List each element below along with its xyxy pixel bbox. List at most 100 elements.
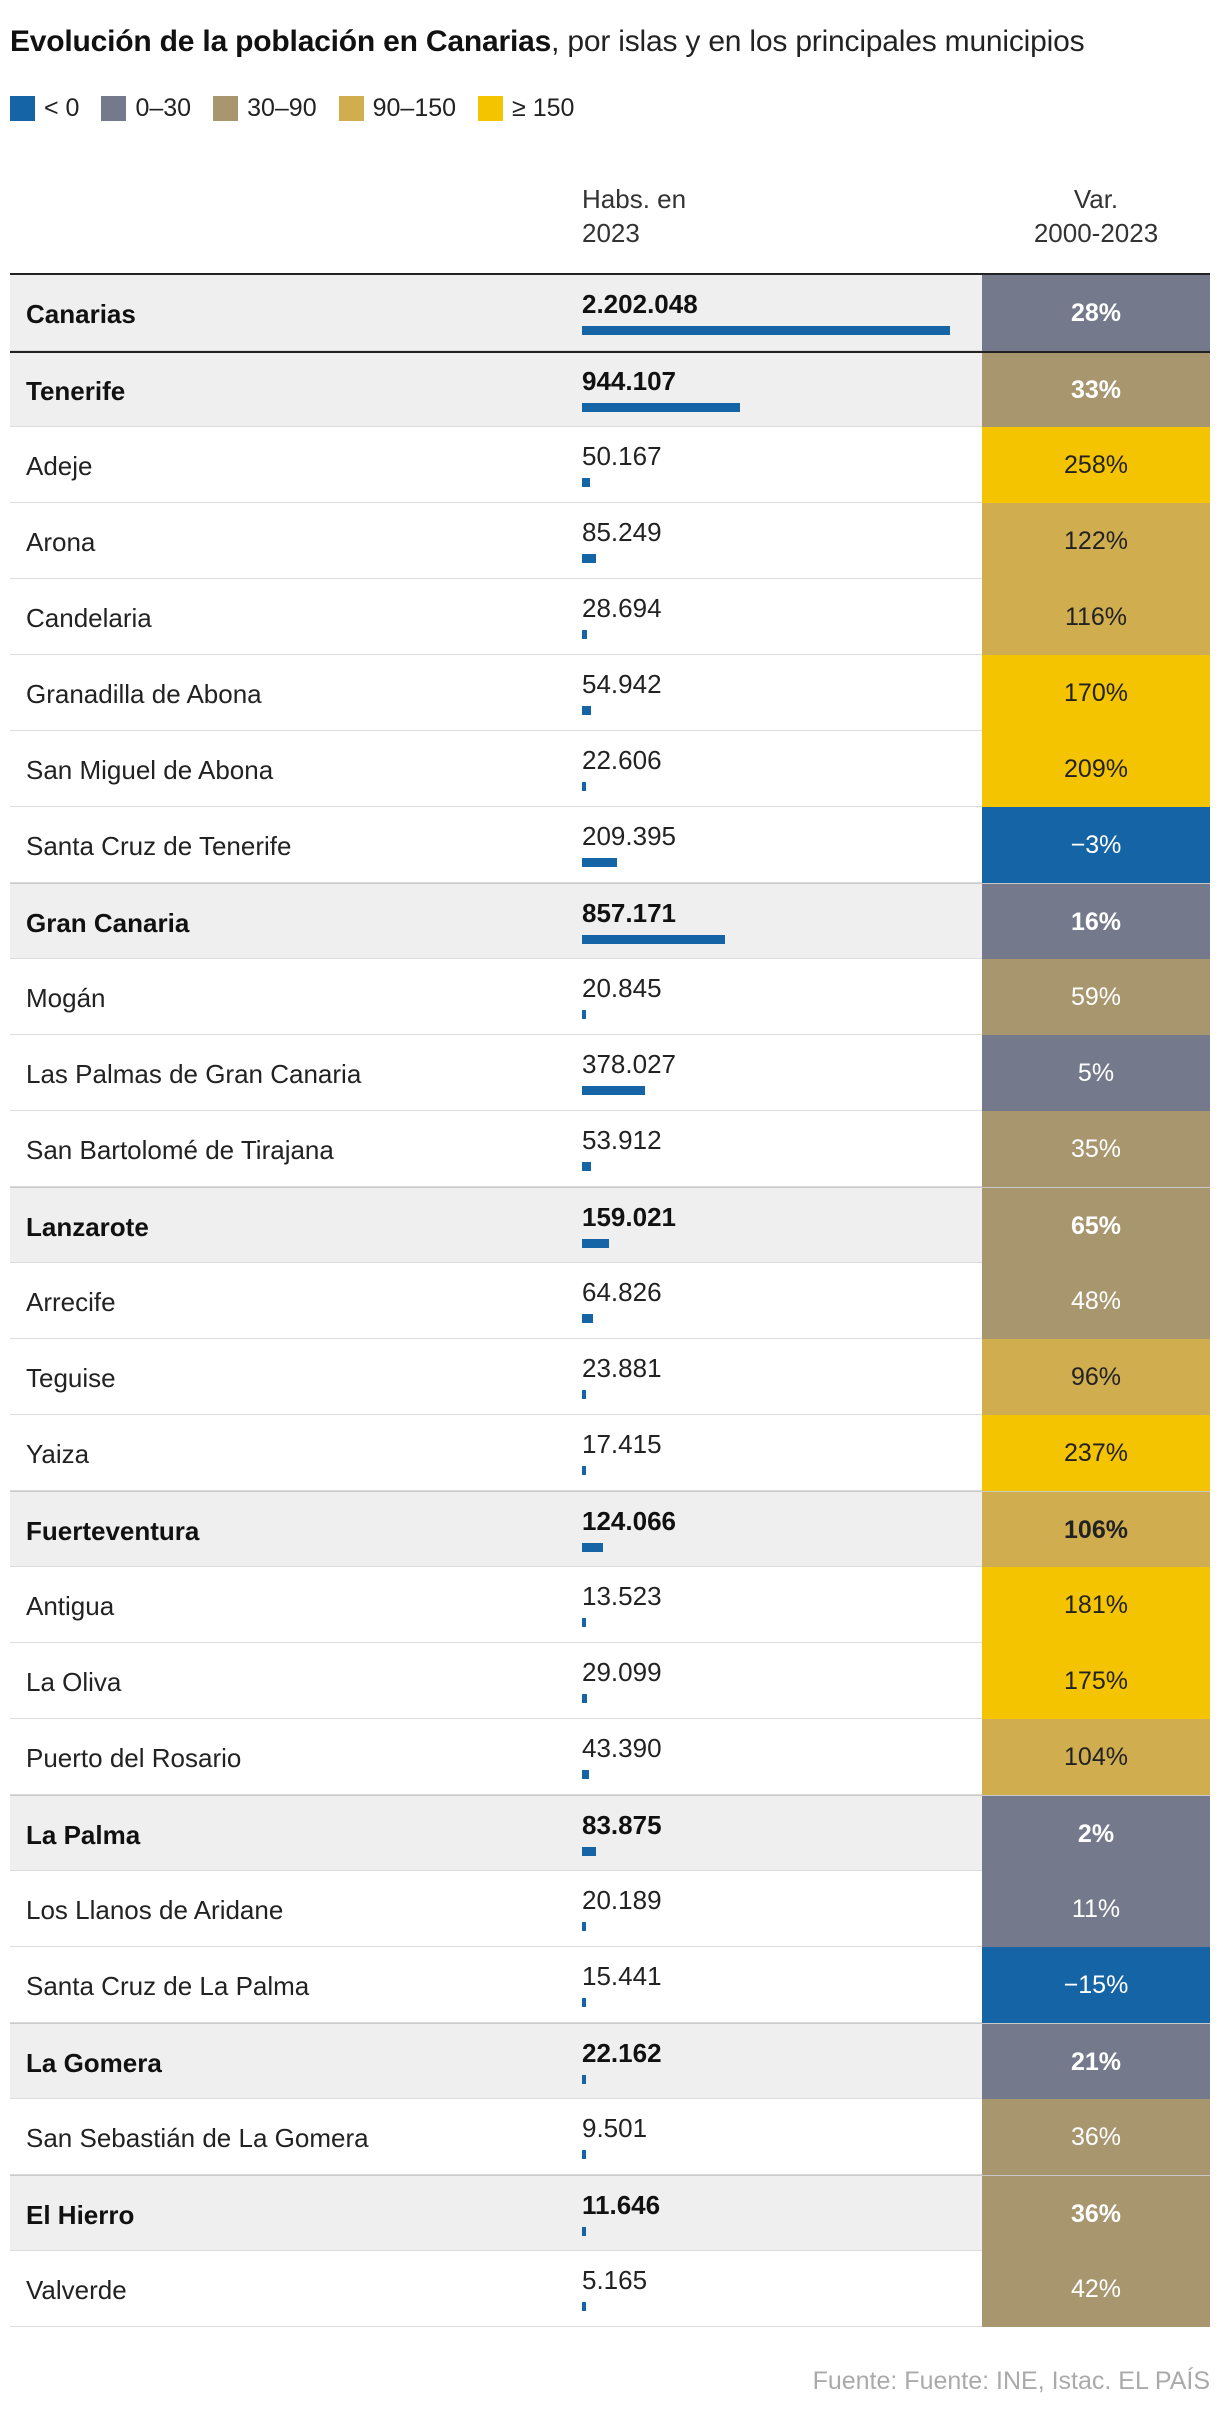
row-name: Canarias [26, 299, 136, 329]
row-name: Valverde [26, 2275, 127, 2305]
row-value-label: 5.165 [582, 2265, 648, 2295]
row-name: Los Llanos de Aridane [26, 1895, 284, 1925]
row-name: Adeje [26, 451, 93, 481]
variation-cell: −3% [982, 807, 1210, 883]
table-row: Santa Cruz de Tenerife 209.395 −3% [10, 807, 1210, 883]
population-bar [582, 2075, 586, 2084]
population-bar [582, 935, 726, 944]
row-name: Antigua [26, 1591, 115, 1621]
legend-label: 90–150 [372, 93, 457, 122]
population-bar [582, 2227, 586, 2236]
row-value-label: 2.202.048 [582, 289, 698, 319]
table-row: Los Llanos de Aridane 20.189 11% [10, 1871, 1210, 1947]
row-value-label: 23.881 [582, 1353, 662, 1383]
row-value-label: 209.395 [582, 821, 676, 851]
column-header-var-line1: Var. [1073, 184, 1119, 214]
table-row: Lanzarote 159.021 65% [10, 1187, 1210, 1264]
variation-cell: 237% [982, 1415, 1210, 1491]
variation-cell: 181% [982, 1567, 1210, 1643]
row-name: Tenerife [26, 376, 126, 406]
column-header-habs: Habs. en 2023 [582, 182, 802, 250]
table-row: Fuerteventura 124.066 106% [10, 1491, 1210, 1568]
row-value-label: 85.249 [582, 517, 662, 547]
population-bar [582, 2302, 586, 2311]
table-row: Arona 85.249 122% [10, 503, 1210, 579]
row-name: Mogán [26, 983, 106, 1013]
population-bar [582, 1010, 586, 1019]
population-bar [582, 554, 597, 563]
legend-label: 30–90 [247, 93, 317, 122]
row-name: Puerto del Rosario [26, 1743, 242, 1773]
row-name: La Palma [26, 1820, 141, 1850]
table-row: Adeje 50.167 258% [10, 427, 1210, 503]
population-bar [582, 1543, 603, 1552]
population-bar [582, 1390, 586, 1399]
variation-cell: 104% [982, 1719, 1210, 1795]
title-subtitle: , por islas y en los principales municip… [551, 25, 1085, 58]
table-row: Gran Canaria 857.171 16% [10, 883, 1210, 960]
variation-cell: 11% [982, 1871, 1210, 1947]
population-bar [582, 1314, 593, 1323]
row-name: San Sebastián de La Gomera [26, 2123, 369, 2153]
variation-cell: 65% [982, 1188, 1210, 1264]
table-row: La Palma 83.875 2% [10, 1795, 1210, 1872]
variation-cell: 28% [982, 275, 1210, 351]
variation-cell: −15% [982, 1947, 1210, 2023]
table-row: El Hierro 11.646 36% [10, 2175, 1210, 2252]
row-value-label: 857.171 [582, 898, 676, 928]
row-value-label: 50.167 [582, 441, 662, 471]
row-name: Las Palmas de Gran Canaria [26, 1059, 362, 1089]
legend-swatch [213, 95, 239, 121]
table-row: Mogán 20.845 59% [10, 959, 1210, 1035]
table-row: Yaiza 17.415 237% [10, 1415, 1210, 1491]
row-name: San Bartolomé de Tirajana [26, 1135, 334, 1165]
variation-cell: 175% [982, 1643, 1210, 1719]
table-row: Candelaria 28.694 116% [10, 579, 1210, 655]
row-value-label: 54.942 [582, 669, 662, 699]
population-bar [582, 1694, 587, 1703]
row-value-label: 9.501 [582, 2113, 648, 2143]
table-row: Arrecife 64.826 48% [10, 1263, 1210, 1339]
variation-cell: 48% [982, 1263, 1210, 1339]
variation-cell: 170% [982, 655, 1210, 731]
row-name: Yaiza [26, 1439, 90, 1469]
column-header-habs-line2: 2023 [582, 218, 640, 248]
table-body: Canarias 2.202.048 28% Tenerife 944.107 33% Ad… [10, 275, 1210, 2327]
population-bar [582, 1239, 609, 1248]
variation-cell: 59% [982, 959, 1210, 1035]
variation-cell: 2% [982, 1796, 1210, 1872]
column-header-var-line2: 2000-2023 [1033, 218, 1159, 248]
table-row: Teguise 23.881 96% [10, 1339, 1210, 1415]
row-name: Gran Canaria [26, 908, 190, 938]
table-row: Las Palmas de Gran Canaria 378.027 5% [10, 1035, 1210, 1111]
variation-cell: 33% [982, 352, 1210, 428]
variation-cell: 209% [982, 731, 1210, 807]
row-name: Teguise [26, 1363, 116, 1393]
row-value-label: 83.875 [582, 1810, 662, 1840]
population-bar [582, 858, 617, 867]
row-name: Arrecife [26, 1287, 116, 1317]
row-value-label: 159.021 [582, 1202, 676, 1232]
population-bar [582, 706, 592, 715]
population-bar [582, 2150, 586, 2159]
population-bar [582, 1922, 586, 1931]
table-row: Granadilla de Abona 54.942 170% [10, 655, 1210, 731]
row-name: Santa Cruz de Tenerife [26, 831, 292, 861]
row-name: San Miguel de Abona [26, 755, 274, 785]
row-value-label: 22.162 [582, 2038, 662, 2068]
variation-cell: 106% [982, 1492, 1210, 1568]
row-name: La Gomera [26, 2048, 162, 2078]
table-row: La Gomera 22.162 21% [10, 2023, 1210, 2100]
legend-label: < 0 [44, 93, 80, 122]
population-bar [582, 403, 740, 412]
source-note: Fuente: Fuente: INE, Istac. EL PAÍS [812, 2367, 1210, 2395]
row-value-label: 20.845 [582, 973, 662, 1003]
row-value-label: 22.606 [582, 745, 662, 775]
table-row: Santa Cruz de La Palma 15.441 −15% [10, 1947, 1210, 2023]
table-row: San Bartolomé de Tirajana 53.912 35% [10, 1111, 1210, 1187]
row-value-label: 17.415 [582, 1429, 662, 1459]
table-row: Valverde 5.165 42% [10, 2251, 1210, 2327]
row-value-label: 29.099 [582, 1657, 662, 1687]
table-row: Canarias 2.202.048 28% [10, 275, 1210, 351]
